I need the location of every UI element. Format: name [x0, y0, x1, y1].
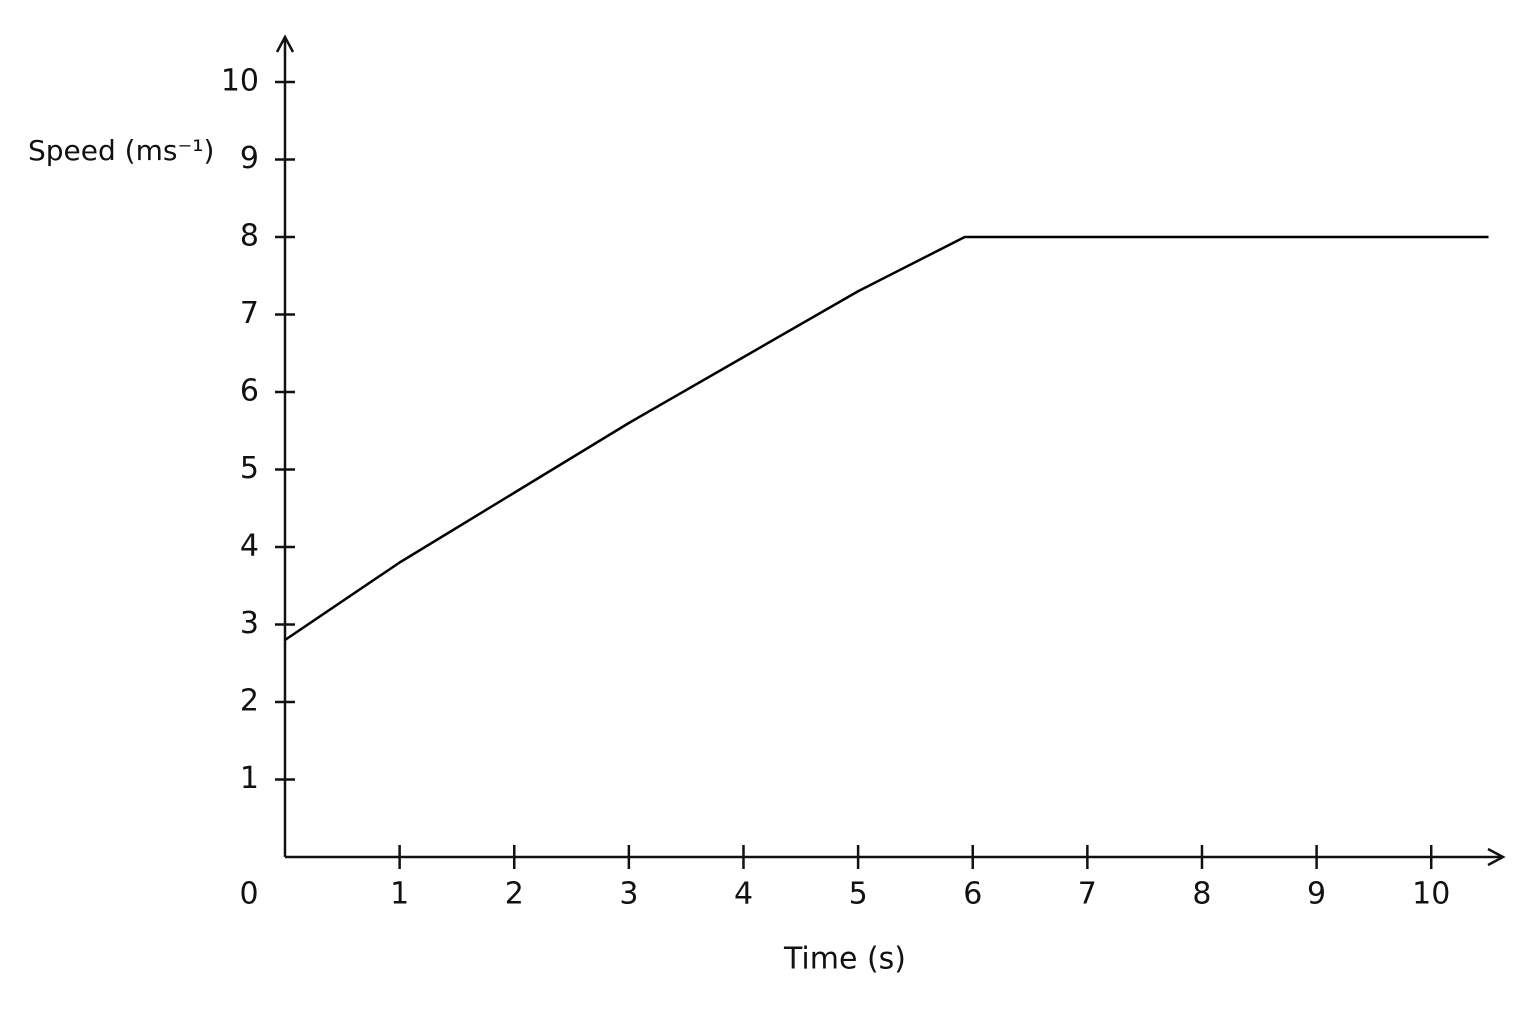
- y-axis-arrow: [275, 34, 295, 53]
- x-tick-label: 4: [734, 877, 753, 912]
- y-tick-label: 10: [221, 64, 259, 99]
- y-axis-label: Speed (ms⁻¹): [28, 134, 214, 167]
- x-tick-label: 10: [1412, 877, 1450, 912]
- y-tick-label: 5: [240, 451, 259, 486]
- line-series: [284, 235, 1489, 642]
- y-tick-label: 8: [240, 219, 259, 254]
- x-axis-arrow: [1487, 847, 1506, 867]
- y-tick-label: 3: [240, 606, 259, 641]
- y-tick-label: 9: [240, 141, 259, 176]
- x-axis-label: Time (s): [783, 942, 906, 977]
- x-tick-label: 0: [239, 877, 258, 912]
- y-tick-label: 7: [240, 296, 259, 331]
- y-tick-label: 4: [240, 529, 259, 564]
- y-tick-label: 6: [240, 374, 259, 409]
- x-tick-label: 5: [849, 877, 868, 912]
- x-tick-label: 7: [1078, 877, 1097, 912]
- x-tick-label: 6: [963, 877, 982, 912]
- x-tick-label: 8: [1192, 877, 1211, 912]
- y-tick-label: 1: [240, 761, 259, 796]
- x-tick-label: 2: [505, 877, 524, 912]
- y-tick-label: 2: [240, 684, 259, 719]
- x-tick-label: 9: [1307, 877, 1326, 912]
- x-tick-label: 1: [390, 877, 409, 912]
- x-tick-label: 3: [619, 877, 638, 912]
